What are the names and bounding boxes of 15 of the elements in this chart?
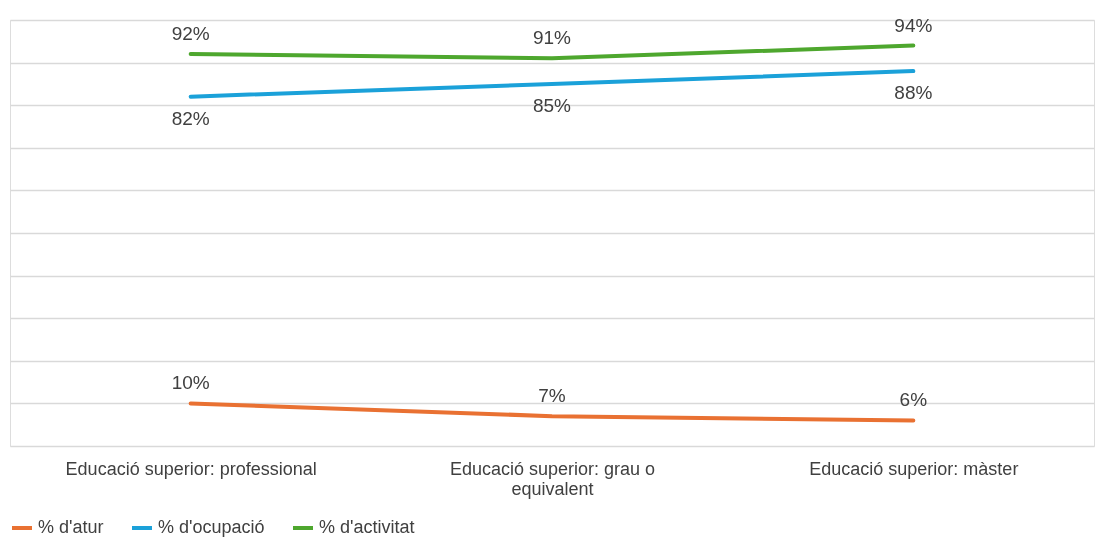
data-label: 94%: [894, 14, 933, 36]
legend-label: % d'activitat: [319, 517, 415, 537]
data-label: 10%: [171, 372, 210, 394]
data-label: 92%: [171, 23, 210, 45]
x-tick-label: Educació superior: grau o equivalent: [449, 458, 656, 499]
x-tick-label: Educació superior: professional: [65, 458, 317, 479]
data-label: 6%: [899, 389, 928, 411]
data-label: 85%: [532, 94, 572, 116]
data-label: 91%: [532, 27, 572, 49]
legend-label: % d'ocupació: [158, 517, 265, 537]
legend-label: % d'atur: [38, 517, 104, 537]
data-label: 88%: [894, 82, 933, 104]
data-label: 82%: [171, 107, 210, 129]
data-label: 7%: [538, 385, 566, 407]
x-tick-label: Educació superior: màster: [809, 458, 1019, 479]
